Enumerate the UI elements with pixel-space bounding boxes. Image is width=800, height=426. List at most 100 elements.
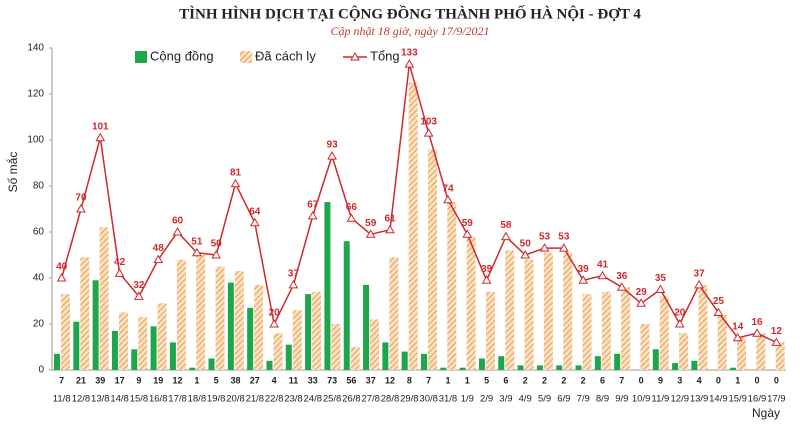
bar [343, 241, 350, 370]
data-label: 1 [465, 375, 470, 385]
marker [559, 243, 569, 252]
x-tick-label: 17/8 [168, 394, 187, 405]
data-label: 2 [542, 375, 547, 385]
data-label: 38 [230, 375, 240, 385]
data-label: 59 [462, 218, 474, 229]
data-label: 4 [272, 375, 277, 385]
data-label: 35 [655, 273, 667, 284]
data-label: 59 [365, 218, 377, 229]
x-tick-label: 17/9 [767, 394, 786, 405]
data-label: 48 [153, 243, 165, 254]
data-label: 8 [407, 375, 412, 385]
legend-label: Đã cách ly [255, 48, 316, 63]
bar [517, 365, 524, 370]
marker [771, 337, 782, 346]
bar [247, 307, 254, 370]
marker [385, 224, 395, 234]
marker [327, 151, 337, 160]
bar [594, 356, 601, 370]
marker [539, 243, 550, 252]
x-axis-label: Ngày [752, 406, 780, 420]
x-tick-label: 18/8 [188, 394, 207, 405]
marker [674, 318, 685, 328]
data-label: 4 [697, 375, 702, 385]
x-tick-label: 10/9 [632, 394, 651, 405]
data-label: 53 [558, 232, 570, 243]
bar [679, 333, 689, 370]
data-label: 33 [308, 375, 318, 385]
data-label: 19 [153, 375, 163, 385]
data-label: 39 [481, 264, 493, 275]
marker [192, 247, 202, 257]
data-label: 12 [385, 375, 395, 385]
data-label: 2 [581, 375, 586, 385]
bar [447, 202, 457, 370]
bar [80, 257, 90, 370]
x-tick-label: 12/9 [671, 394, 690, 405]
y-tick-label: 100 [27, 135, 44, 146]
bar [92, 280, 99, 370]
marker [404, 59, 415, 68]
legend-swatch [240, 51, 252, 63]
x-tick-label: 14/9 [709, 394, 728, 405]
data-label: 66 [346, 202, 358, 213]
bar [215, 266, 225, 370]
bar [99, 227, 109, 370]
bar [292, 310, 302, 370]
data-label: 12 [173, 375, 183, 385]
x-tick-label: 16/9 [748, 394, 767, 405]
data-label: 64 [249, 206, 261, 217]
marker [346, 213, 357, 222]
marker [694, 279, 704, 289]
marker [732, 332, 743, 342]
data-label: 37 [366, 375, 376, 385]
marker [249, 217, 260, 227]
data-label: 20 [269, 308, 281, 319]
data-label: 5 [484, 375, 489, 385]
bar [498, 356, 505, 370]
bar [698, 284, 708, 370]
data-label: 40 [56, 262, 68, 273]
data-label: 9 [136, 375, 141, 385]
marker [230, 178, 241, 188]
data-label: 39 [578, 264, 590, 275]
marker [365, 229, 376, 238]
bar [505, 250, 515, 370]
data-label: 5 [214, 375, 219, 385]
marker [423, 128, 434, 137]
bar [556, 365, 563, 370]
marker [520, 249, 531, 259]
data-label: 20 [674, 308, 686, 319]
x-tick-label: 22/8 [265, 394, 284, 405]
bar [485, 291, 495, 370]
y-tick-label: 20 [33, 319, 45, 330]
x-tick-label: 28/8 [381, 394, 400, 405]
x-tick-label: 1/9 [461, 394, 474, 405]
x-tick-label: 31/8 [439, 394, 458, 405]
bar [363, 284, 370, 370]
marker [172, 226, 183, 236]
bar [169, 342, 176, 370]
x-tick-label: 12/8 [72, 394, 91, 405]
bar [305, 294, 312, 370]
data-label: 11 [289, 375, 299, 385]
bar [440, 367, 447, 370]
y-tick-label: 0 [38, 365, 44, 376]
x-tick-label: 25/8 [323, 394, 342, 405]
bar [691, 360, 698, 370]
data-label: 2 [561, 375, 566, 385]
chart-subtitle: Cập nhật 18 giờ, ngày 17/9/2021 [330, 24, 489, 38]
marker [636, 298, 646, 307]
bar [466, 236, 476, 370]
data-label: 25 [713, 296, 725, 307]
x-tick-label: 3/9 [499, 394, 512, 405]
data-label: 50 [211, 239, 223, 250]
x-tick-label: 21/8 [246, 394, 265, 405]
x-tick-label: 8/9 [596, 394, 609, 405]
bar [285, 344, 292, 370]
data-label: 60 [172, 216, 184, 227]
marker [76, 203, 86, 213]
data-label: 0 [774, 375, 779, 385]
data-label: 61 [384, 213, 396, 224]
x-tick-label: 20/8 [226, 394, 245, 405]
